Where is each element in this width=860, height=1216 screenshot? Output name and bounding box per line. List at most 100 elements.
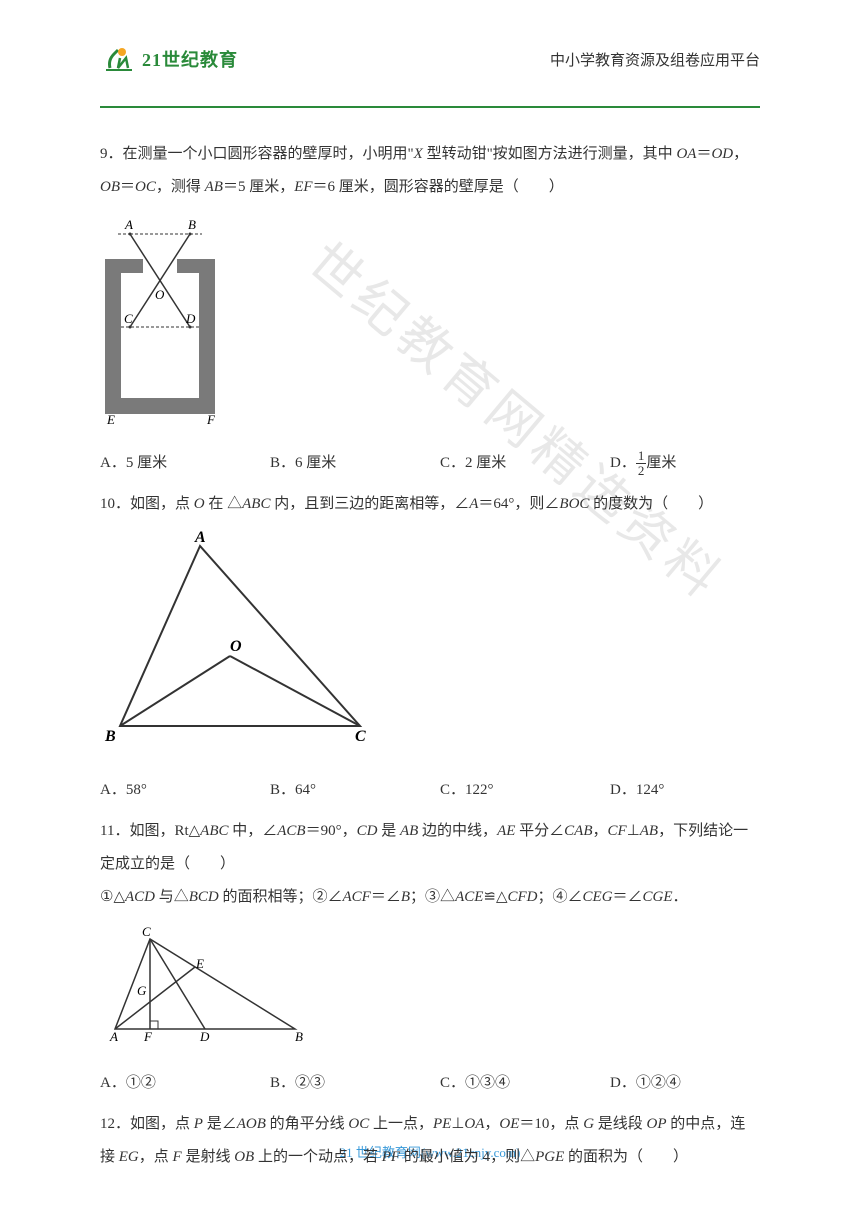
q11-t1: 11．如图，Rt△ (100, 823, 200, 839)
svg-text:F: F (206, 412, 216, 424)
q12-i5: OA (464, 1116, 484, 1132)
svg-text:A: A (124, 217, 133, 232)
q9-t2: 型转动钳"按如图方法进行测量，其中 (423, 146, 677, 162)
q11-i5: AE (497, 823, 515, 839)
q10-option-b: B．64° (270, 774, 420, 807)
q10-i4: BOC (559, 496, 589, 512)
q12-t4: 上一点， (369, 1116, 433, 1132)
q11-l2-1: ①△ (100, 889, 125, 905)
q9-i6: AB (205, 179, 223, 195)
q9-i7: EF (294, 179, 312, 195)
svg-text:O: O (155, 287, 165, 302)
q9-i3: OD (711, 146, 733, 162)
q9-option-d: D．12厘米 (610, 447, 760, 480)
q10-t5: 的度数为（ ） (589, 496, 713, 512)
q9-d-suffix: 厘米 (646, 455, 676, 471)
svg-text:D: D (185, 311, 196, 326)
svg-text:F: F (143, 1029, 153, 1044)
q9-i1: X (414, 146, 423, 162)
q12-t12: 上的一个动点，若 (254, 1149, 382, 1165)
q11-l2-i2: BCD (189, 889, 219, 905)
q10-t4: ＝64°，则∠ (478, 496, 559, 512)
question-12-text: 12．如图，点 P 是∠AOB 的角平分线 OC 上一点，PE⊥OA，OE＝10… (100, 1108, 760, 1174)
q11-l2-8: ＝∠ (613, 889, 643, 905)
svg-text:E: E (195, 956, 204, 971)
svg-text:A: A (109, 1029, 118, 1044)
q12-t3: 的角平分线 (266, 1116, 349, 1132)
q11-l2-i8: CGE (643, 889, 673, 905)
q9-d-prefix: D． (610, 455, 636, 471)
question-11-figure: A B C D E F G (100, 924, 760, 1057)
question-9: 9．在测量一个小口圆形容器的壁厚时，小明用"X 型转动钳"按如图方法进行测量，其… (100, 138, 760, 480)
logo-text: 21世纪教育 (142, 46, 238, 72)
svg-text:C: C (355, 728, 366, 745)
q9-option-c: C．2 厘米 (440, 447, 590, 480)
q11-t4: 是 (377, 823, 400, 839)
q11-i1: ABC (200, 823, 228, 839)
q10-t1: 10．如图，点 (100, 496, 194, 512)
q11-l2-7: ；④∠ (538, 889, 583, 905)
q11-l2-3: 的面积相等；②∠ (219, 889, 343, 905)
q11-l2-i4: B (401, 889, 410, 905)
q12-i10: F (173, 1149, 182, 1165)
q12-t8: 是线段 (594, 1116, 647, 1132)
question-10-options: A．58° B．64° C．122° D．124° (100, 774, 760, 807)
q10-i2: ABC (242, 496, 270, 512)
question-9-figure: A B C D E F O (100, 214, 760, 437)
q12-i1: P (194, 1116, 203, 1132)
q12-t10: ，点 (139, 1149, 173, 1165)
logo-icon (100, 40, 138, 78)
q12-t11: 是射线 (182, 1149, 235, 1165)
q9-t4: ， (733, 146, 748, 162)
q12-t13: 的最小值为 4，则△ (400, 1149, 535, 1165)
question-10-text: 10．如图，点 O 在 △ABC 内，且到三边的距离相等，∠A＝64°，则∠BO… (100, 488, 760, 521)
header: 21世纪教育 中小学教育资源及组卷应用平台 (100, 40, 760, 86)
q12-i4: PE (433, 1116, 451, 1132)
svg-text:E: E (106, 412, 115, 424)
question-11-options: A．①② B．②③ C．①③④ D．①②④ (100, 1067, 760, 1100)
q11-l2-i7: CEG (583, 889, 613, 905)
q11-t6: 平分∠ (515, 823, 564, 839)
q12-t14: 的面积为（ ） (564, 1149, 688, 1165)
q11-t5: 边的中线， (418, 823, 497, 839)
q10-option-d: D．124° (610, 774, 760, 807)
question-10: 10．如图，点 O 在 △ABC 内，且到三边的距离相等，∠A＝64°，则∠BO… (100, 488, 760, 807)
question-11: 11．如图，Rt△ABC 中，∠ACB＝90°，CD 是 AB 边的中线，AE … (100, 815, 760, 1100)
q10-option-a: A．58° (100, 774, 250, 807)
q9-i4: OB (100, 179, 120, 195)
q11-l2-9: ． (673, 889, 688, 905)
q12-i12: PF (382, 1149, 400, 1165)
q9-d-num: 1 (636, 449, 647, 464)
content-area: 9．在测量一个小口圆形容器的壁厚时，小明用"X 型转动钳"按如图方法进行测量，其… (100, 138, 760, 1174)
q9-option-a: A．5 厘米 (100, 447, 250, 480)
q11-t3: ＝90°， (306, 823, 357, 839)
q10-t2: 在 △ (205, 496, 243, 512)
svg-text:B: B (295, 1029, 303, 1044)
q12-i2: AOB (237, 1116, 266, 1132)
q11-l2-2: 与△ (155, 889, 189, 905)
q11-i4: AB (400, 823, 418, 839)
q12-i6: OE (499, 1116, 519, 1132)
q11-option-c: C．①③④ (440, 1067, 590, 1100)
question-12: 12．如图，点 P 是∠AOB 的角平分线 OC 上一点，PE⊥OA，OE＝10… (100, 1108, 760, 1174)
q11-i2: ACB (277, 823, 305, 839)
q9-t6: ，测得 (156, 179, 205, 195)
q9-i5: OC (135, 179, 156, 195)
q11-i8: AB (640, 823, 658, 839)
q10-t3: 内，且到三边的距离相等，∠ (270, 496, 469, 512)
q11-l2-i1: ACD (125, 889, 155, 905)
q12-t2: 是∠ (203, 1116, 237, 1132)
q12-i9: EG (119, 1149, 139, 1165)
svg-text:A: A (194, 531, 206, 546)
svg-text:D: D (199, 1029, 210, 1044)
q11-option-a: A．①② (100, 1067, 250, 1100)
q11-i6: CAB (564, 823, 592, 839)
q9-i2: OA (676, 146, 696, 162)
q12-i13: PGE (535, 1149, 564, 1165)
q12-i8: OP (647, 1116, 667, 1132)
q12-i7: G (583, 1116, 594, 1132)
q12-i11: OB (234, 1149, 254, 1165)
q9-option-b: B．6 厘米 (270, 447, 420, 480)
svg-text:B: B (188, 217, 196, 232)
question-9-options: A．5 厘米 B．6 厘米 C．2 厘米 D．12厘米 (100, 447, 760, 480)
